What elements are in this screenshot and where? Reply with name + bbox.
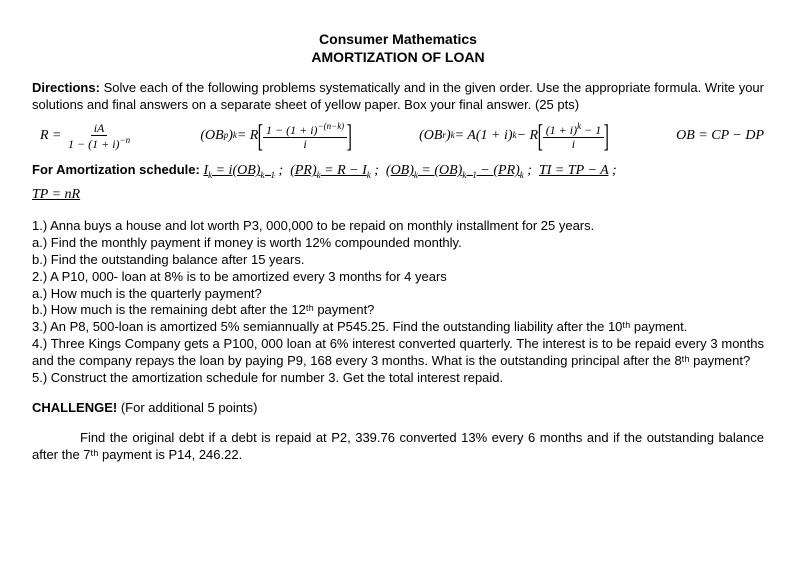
schedule-label: For Amortization schedule: bbox=[32, 162, 200, 177]
challenge-body: Find the original debt if a debt is repa… bbox=[32, 430, 764, 464]
formula-OB: OB = CP − DP bbox=[676, 127, 764, 145]
challenge: CHALLENGE! (For additional 5 points) Fin… bbox=[32, 400, 764, 464]
problem-5: 5.) Construct the amortization schedule … bbox=[32, 370, 764, 387]
problem-4: 4.) Three Kings Company gets a P100, 000… bbox=[32, 336, 764, 370]
problem-3: 3.) An P8, 500-loan is amortized 5% semi… bbox=[32, 319, 764, 336]
problem-2b: b.) How much is the remaining debt after… bbox=[32, 302, 764, 319]
problem-2: 2.) A P10, 000- loan at 8% is to be amor… bbox=[32, 269, 764, 286]
problem-1b: b.) Find the outstanding balance after 1… bbox=[32, 252, 764, 269]
tp-formula: TP = nR bbox=[32, 186, 764, 204]
topic-title: AMORTIZATION OF LOAN bbox=[32, 48, 764, 66]
schedule-line: For Amortization schedule: Ik = i(OB)k−1… bbox=[32, 162, 764, 181]
problem-1a: a.) Find the monthly payment if money is… bbox=[32, 235, 764, 252]
problem-1: 1.) Anna buys a house and lot worth P3, … bbox=[32, 218, 764, 235]
problems: 1.) Anna buys a house and lot worth P3, … bbox=[32, 218, 764, 387]
formula-OBp: (OBp)k = R[1 − (1 + i)−(n−k)i] bbox=[200, 122, 351, 150]
challenge-pts: (For additional 5 points) bbox=[117, 400, 257, 415]
challenge-heading: CHALLENGE! (For additional 5 points) bbox=[32, 400, 764, 417]
title-block: Consumer Mathematics AMORTIZATION OF LOA… bbox=[32, 30, 764, 66]
problem-2a: a.) How much is the quarterly payment? bbox=[32, 286, 764, 303]
schedule-formulas: Ik = i(OB)k−1 ; (PR)k = R − Ik ; (OB)k =… bbox=[203, 163, 616, 178]
directions: Directions: Solve each of the following … bbox=[32, 80, 764, 114]
directions-label: Directions: bbox=[32, 80, 100, 95]
directions-text: Solve each of the following problems sys… bbox=[32, 80, 764, 112]
formula-R: R = iA1 − (1 + i)−n bbox=[40, 122, 133, 150]
formula-OBr: (OBr)k = A(1 + i)k − R[(1 + i)k − 1i] bbox=[419, 122, 609, 150]
challenge-label: CHALLENGE! bbox=[32, 400, 117, 415]
formula-row: R = iA1 − (1 + i)−n (OBp)k = R[1 − (1 + … bbox=[40, 122, 764, 150]
course-title: Consumer Mathematics bbox=[32, 30, 764, 48]
